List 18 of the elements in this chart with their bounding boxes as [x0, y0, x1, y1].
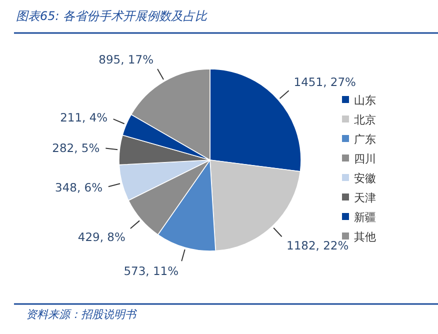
data-label: 1182, 22%	[286, 238, 349, 253]
legend-label: 广东	[354, 133, 376, 146]
chart-title: 图表65: 各省份手术开展例数及占比	[16, 9, 208, 23]
text: 资料来源：招股说明书	[26, 308, 138, 321]
legend-label: 四川	[354, 152, 376, 166]
legend-label: 天津	[354, 192, 376, 204]
legend-label: 山东	[354, 94, 376, 107]
data-label: 211, 4%	[60, 110, 108, 125]
legend-label: 北京	[354, 114, 376, 126]
legend-label: 其他	[354, 230, 376, 244]
data-label: 573, 11%	[124, 264, 179, 278]
data-label: 282, 5%	[52, 140, 100, 155]
data-label: 348, 6%	[55, 180, 103, 195]
data-label: 429, 8%	[78, 230, 126, 244]
data-label: 1451, 27%	[294, 74, 356, 89]
data-label: 895, 17%	[98, 52, 154, 67]
legend-label: 新疆	[354, 211, 376, 224]
legend-label: 安徽	[354, 172, 376, 185]
